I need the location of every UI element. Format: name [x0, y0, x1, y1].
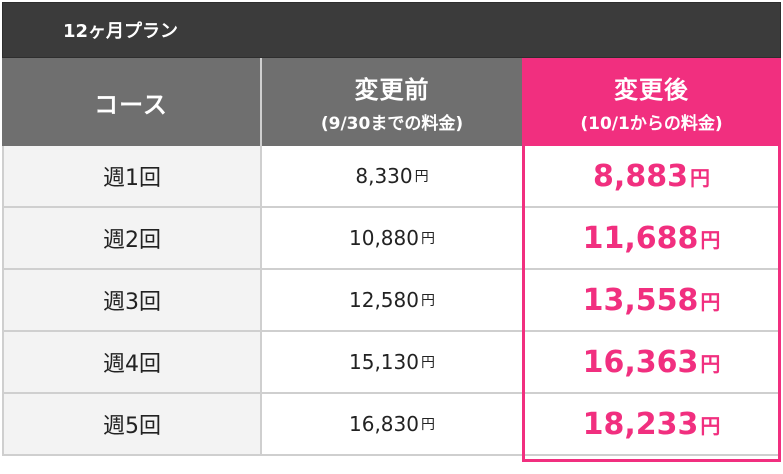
before-price-cell: 12,580 円 — [262, 270, 522, 332]
before-price-cell: 15,130 円 — [262, 332, 522, 394]
after-price: 16,363 — [582, 344, 699, 380]
yen-unit: 円 — [700, 227, 721, 252]
course-cell: 週1回 — [2, 146, 262, 208]
yen-unit: 円 — [700, 351, 721, 376]
before-price: 12,580 — [349, 288, 419, 312]
before-price-cell: 8,330 円 — [262, 146, 522, 208]
header-after-sub: (10/1からの料金) — [580, 114, 723, 134]
yen-unit: 円 — [700, 413, 721, 438]
header-course: コース — [2, 58, 262, 146]
yen-unit: 円 — [700, 289, 721, 314]
yen-unit: 円 — [414, 169, 429, 185]
yen-unit: 円 — [420, 293, 435, 309]
table-row: 週3回 12,580 円 13,558 円 — [2, 270, 781, 332]
course-cell: 週4回 — [2, 332, 262, 394]
course-cell: 週2回 — [2, 208, 262, 270]
before-price-cell: 16,830 円 — [262, 394, 522, 456]
table-row: 週5回 16,830 円 18,233 円 — [2, 394, 781, 456]
yen-unit: 円 — [420, 355, 435, 371]
course-cell: 週5回 — [2, 394, 262, 456]
header-course-label: コース — [94, 90, 168, 119]
header-before-label: 変更前 — [354, 76, 430, 104]
after-price: 18,233 — [582, 406, 699, 442]
yen-unit: 円 — [420, 417, 435, 433]
header-before-sub: (9/30までの料金) — [320, 114, 464, 134]
table-row: 週4回 15,130 円 16,363 円 — [2, 332, 781, 394]
yen-unit: 円 — [420, 231, 435, 247]
after-price: 13,558 — [582, 282, 699, 318]
table-header: コース 変更前 (9/30までの料金) 変更後 (10/1からの料金) — [2, 58, 781, 146]
after-price: 11,688 — [582, 220, 699, 256]
before-price-cell: 10,880 円 — [262, 208, 522, 270]
before-price: 15,130 — [349, 350, 419, 374]
table-row: 週2回 10,880 円 11,688 円 — [2, 208, 781, 270]
after-price-cell: 8,883 円 — [522, 146, 781, 208]
after-price: 8,883 — [593, 158, 688, 194]
before-price: 10,880 — [349, 226, 419, 250]
before-price: 8,330 — [355, 164, 413, 188]
header-after-label: 変更後 — [614, 76, 689, 104]
table-row: 週1回 8,330 円 8,883 円 — [2, 146, 781, 208]
header-before: 変更前 (9/30までの料金) — [262, 58, 522, 146]
yen-unit: 円 — [689, 165, 710, 190]
plan-bar: 12ヶ月プラン — [2, 2, 781, 58]
header-after: 変更後 (10/1からの料金) — [522, 58, 781, 146]
before-price: 16,830 — [349, 412, 419, 436]
after-price-cell: 13,558 円 — [522, 270, 781, 332]
course-cell: 週3回 — [2, 270, 262, 332]
after-price-cell: 16,363 円 — [522, 332, 781, 394]
after-price-cell: 18,233 円 — [522, 394, 781, 456]
after-price-cell: 11,688 円 — [522, 208, 781, 270]
plan-title: 12ヶ月プラン — [63, 21, 179, 42]
